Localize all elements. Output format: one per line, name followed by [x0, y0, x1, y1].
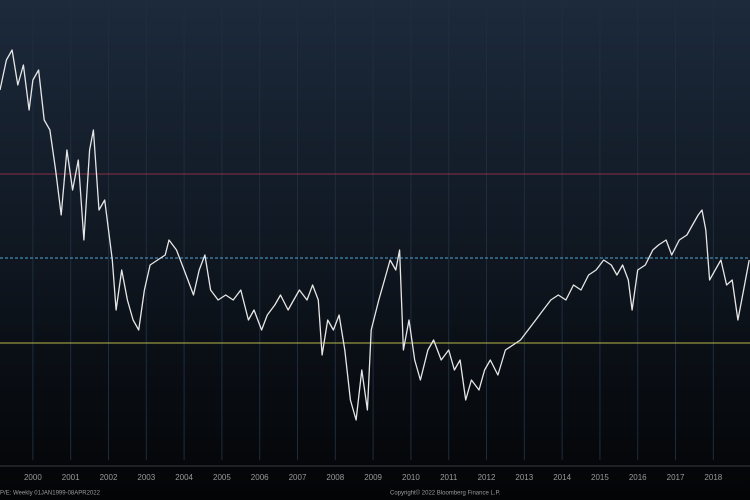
- x-tick-label: 2010: [402, 473, 420, 482]
- x-tick-label: 2012: [478, 473, 496, 482]
- x-tick-label: 2008: [326, 473, 344, 482]
- x-tick-label: 2005: [213, 473, 231, 482]
- x-tick-label: 2011: [440, 473, 458, 482]
- x-tick-label: 2015: [591, 473, 609, 482]
- x-tick-label: 2009: [364, 473, 382, 482]
- x-tick-label: 2006: [251, 473, 269, 482]
- x-tick-label: 2002: [100, 473, 118, 482]
- x-tick-label: 2013: [515, 473, 533, 482]
- footer-left: P/E: Weekly 01JAN1999-08APR2022: [0, 491, 101, 497]
- x-tick-label: 2007: [289, 473, 307, 482]
- footer-center: Copyright© 2022 Bloomberg Finance L.P.: [390, 490, 501, 497]
- x-tick-label: 2003: [137, 473, 155, 482]
- x-tick-label: 2000: [24, 473, 42, 482]
- data-line: [0, 49, 750, 421]
- x-tick-label: 2018: [704, 473, 722, 482]
- x-tick-label: 2017: [667, 473, 685, 482]
- x-tick-label: 2001: [62, 473, 80, 482]
- x-tick-label: 2014: [553, 473, 571, 482]
- x-tick-label: 2016: [629, 473, 647, 482]
- x-tick-label: 2004: [175, 473, 193, 482]
